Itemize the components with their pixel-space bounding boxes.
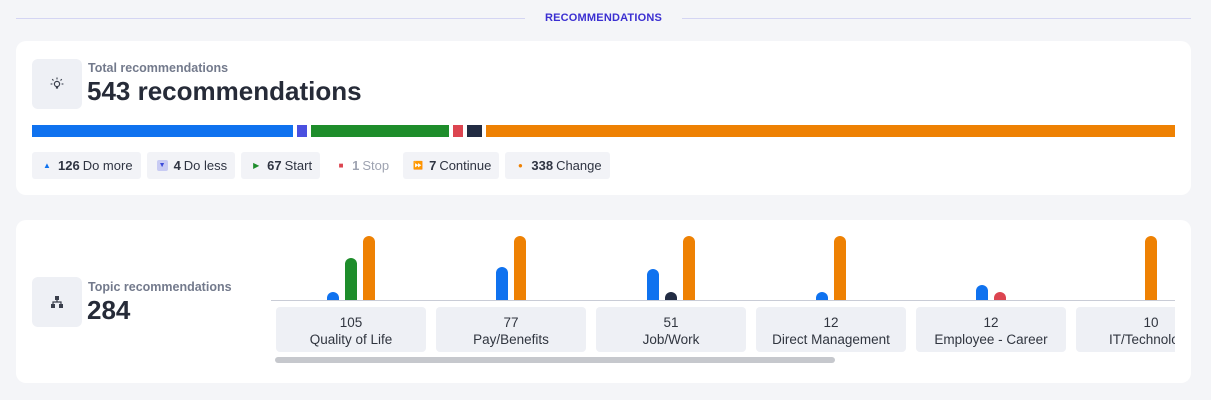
bar-do-more[interactable] [327, 292, 339, 300]
topic-category[interactable]: 51 Job/Work [596, 307, 746, 352]
fast-forward-icon: ⏩ [413, 161, 424, 170]
topic-count: 10 [1143, 315, 1159, 330]
distribution-segment-do-less[interactable] [296, 125, 307, 137]
topic-count: 12 [983, 315, 999, 330]
bar-change[interactable] [514, 236, 526, 300]
topic-recommendations-card: Topic recommendations 284 105 Quality of … [16, 220, 1191, 383]
legend-count: 7 [429, 158, 437, 173]
bar-change[interactable] [683, 236, 695, 300]
topic-count: 51 [663, 315, 679, 330]
distribution-segment-change[interactable] [485, 125, 1175, 137]
legend-count: 4 [173, 158, 181, 173]
legend-item-start[interactable]: ▶ 67 Start [241, 152, 321, 179]
legend-label: Do more [82, 158, 133, 173]
legend-label: Start [284, 158, 313, 173]
topic-category[interactable]: 12 Direct Management [756, 307, 906, 352]
topic-category[interactable]: 77 Pay/Benefits [436, 307, 586, 352]
topic-category[interactable]: 10 IT/Technology [1076, 307, 1175, 352]
distribution-bar [32, 125, 1175, 137]
bar-continue[interactable] [665, 292, 677, 300]
bar-change[interactable] [363, 236, 375, 300]
play-icon: ▶ [253, 161, 260, 170]
bar-do-more[interactable] [976, 284, 988, 300]
distribution-segment-do-more[interactable] [32, 125, 293, 137]
divider-right [682, 17, 1192, 19]
topic-name: Direct Management [772, 332, 890, 347]
topic-chart[interactable]: 105 Quality of Life 77 Pay/Benefits 51 Job/Wo… [271, 220, 1175, 383]
chart-baseline [271, 300, 1175, 301]
topic-value: 284 [87, 295, 131, 325]
legend-count: 1 [352, 158, 360, 173]
section-title: RECOMMENDATIONS [544, 12, 663, 24]
triangle-up-icon: ▲ [43, 161, 51, 170]
total-label: Total recommendations [88, 61, 229, 75]
legend-count: 338 [531, 158, 554, 173]
distribution-segment-start[interactable] [310, 125, 450, 137]
hierarchy-icon [32, 277, 82, 327]
topic-name: Employee - Career [934, 332, 1048, 347]
topic-name: Job/Work [642, 332, 700, 347]
legend-item-stop[interactable]: ■ 1 Stop [326, 152, 397, 179]
legend-label: Do less [183, 158, 228, 173]
bar-change[interactable] [834, 236, 846, 300]
legend-label: Continue [439, 158, 492, 173]
legend-item-change[interactable]: ● 338 Change [505, 152, 610, 179]
bar-start[interactable] [345, 257, 357, 300]
stop-square-icon: ■ [338, 161, 344, 170]
lightbulb-icon [32, 59, 82, 109]
topic-name: IT/Technology [1108, 332, 1175, 347]
triangle-down-icon: ▼ [156, 160, 168, 171]
legend-label: Change [556, 158, 602, 173]
topic-name: Pay/Benefits [473, 332, 549, 347]
bar-stop[interactable] [994, 292, 1006, 300]
legend-item-do-less[interactable]: ▼ 4 Do less [146, 152, 236, 179]
bar-change[interactable] [1145, 236, 1157, 300]
legend-label: Stop [362, 158, 390, 173]
legend-count: 67 [267, 158, 282, 173]
topic-name: Quality of Life [309, 332, 393, 347]
dot-icon: ● [517, 161, 523, 170]
topic-count: 77 [503, 315, 519, 330]
topic-category[interactable]: 105 Quality of Life [276, 307, 426, 352]
breakdown-legend: ▲ 126 Do more ▼ 4 Do less ▶ 67 Start ■ 1 Stop ⏩ 7 Cont… [32, 152, 610, 179]
legend-item-continue[interactable]: ⏩ 7 Continue [403, 152, 500, 179]
section-header: RECOMMENDATIONS [16, 8, 1192, 28]
bar-do-more[interactable] [816, 292, 828, 300]
topic-category[interactable]: 12 Employee - Career [916, 307, 1066, 352]
bar-do-more[interactable] [647, 269, 659, 300]
legend-item-do-more[interactable]: ▲ 126 Do more [32, 152, 141, 179]
bar-do-more[interactable] [496, 266, 508, 300]
distribution-segment-stop[interactable] [453, 125, 464, 137]
distribution-segment-continue[interactable] [467, 125, 482, 137]
topic-count: 105 [339, 315, 363, 330]
horizontal-scrollbar[interactable] [275, 357, 835, 363]
total-value: 543 recommendations [87, 76, 362, 106]
divider-left [16, 17, 525, 19]
topic-label: Topic recommendations [88, 280, 232, 294]
legend-count: 126 [58, 158, 80, 173]
total-recommendations-card: Total recommendations 543 recommendation… [16, 41, 1191, 195]
topic-count: 12 [823, 315, 839, 330]
